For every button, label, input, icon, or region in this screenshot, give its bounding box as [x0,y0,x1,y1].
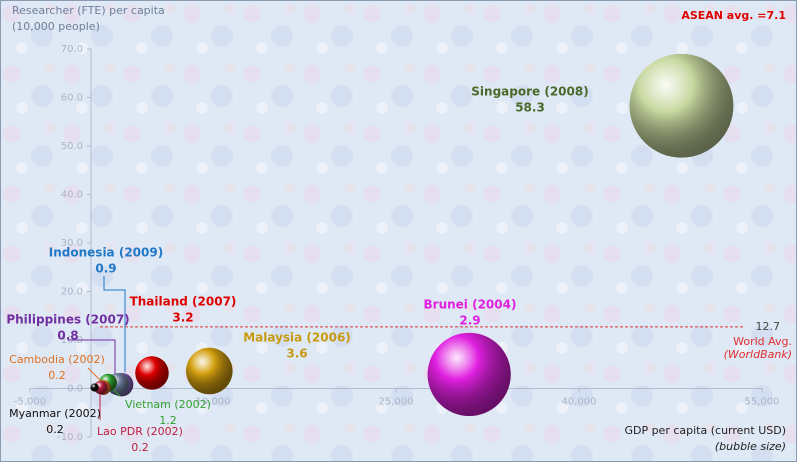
reference-label: World Avg. [733,335,792,348]
y-tick-label: 30.0 [61,238,83,249]
annotation: ASEAN avg. =7.1 [681,9,786,22]
reference-sublabel: (WorldBank) [724,348,792,361]
data-label: 0.2 [48,369,66,382]
bubble-name: Myanmar (2002) [9,407,101,420]
data-label: 0.2 [46,423,64,436]
y-tick-label: 50.0 [61,141,83,152]
y-axis-label: Researcher (FTE) per capita [12,4,165,17]
x-axis-label: GDP per capita (current USD) [624,424,786,437]
data-label: 0.2 [131,441,149,454]
bubble-shade [186,347,233,395]
data-label: 3.6 [286,347,307,361]
y-tick-label: 60.0 [61,93,83,104]
x-tick-label: -5,000 [14,397,46,408]
data-label: 0.8 [57,329,78,343]
bubble-name: Brunei (2004) [424,298,517,312]
data-label: 1.2 [159,414,177,427]
x-tick-label: 25,000 [379,397,414,408]
y-tick-label: 40.0 [61,190,83,201]
bubble-shade [427,332,511,416]
y-axis-sublabel: (10,000 people) [12,20,100,33]
x-axis-sublabel: (bubble size) [715,440,786,453]
data-label: 0.9 [95,262,116,276]
x-tick-label: 55,000 [745,397,780,408]
bubble-shade [90,383,99,392]
y-tick-label: 0.0 [67,384,83,395]
y-tick-label: -10.0 [57,432,83,443]
data-label: 2.9 [459,314,480,328]
x-tick-label: 10,000 [196,397,231,408]
bubble-shade [94,380,108,395]
bubble-name: Indonesia (2009) [49,246,163,260]
leader-line [68,339,116,375]
bubble-name: Vietnam (2002) [125,398,211,411]
bubble-name: Singapore (2008) [471,85,588,99]
leader-line [103,276,126,372]
bubble-name: Lao PDR (2002) [97,425,183,438]
leader-line [87,367,103,383]
bubble-name: Cambodia (2002) [9,353,105,366]
bubble-shade [629,53,734,158]
bubble-name: Philippines (2007) [6,313,129,327]
y-tick-label: 70.0 [61,44,83,55]
y-tick-label: 20.0 [61,287,83,298]
reference-value: 12.7 [756,320,781,333]
bubble-shade [135,356,169,390]
data-label: 3.2 [172,311,193,325]
x-tick-label: 40,000 [562,397,597,408]
bubble-name: Malaysia (2006) [243,331,351,345]
bubble-name: Thailand (2007) [130,295,237,309]
data-label: 58.3 [515,101,545,115]
